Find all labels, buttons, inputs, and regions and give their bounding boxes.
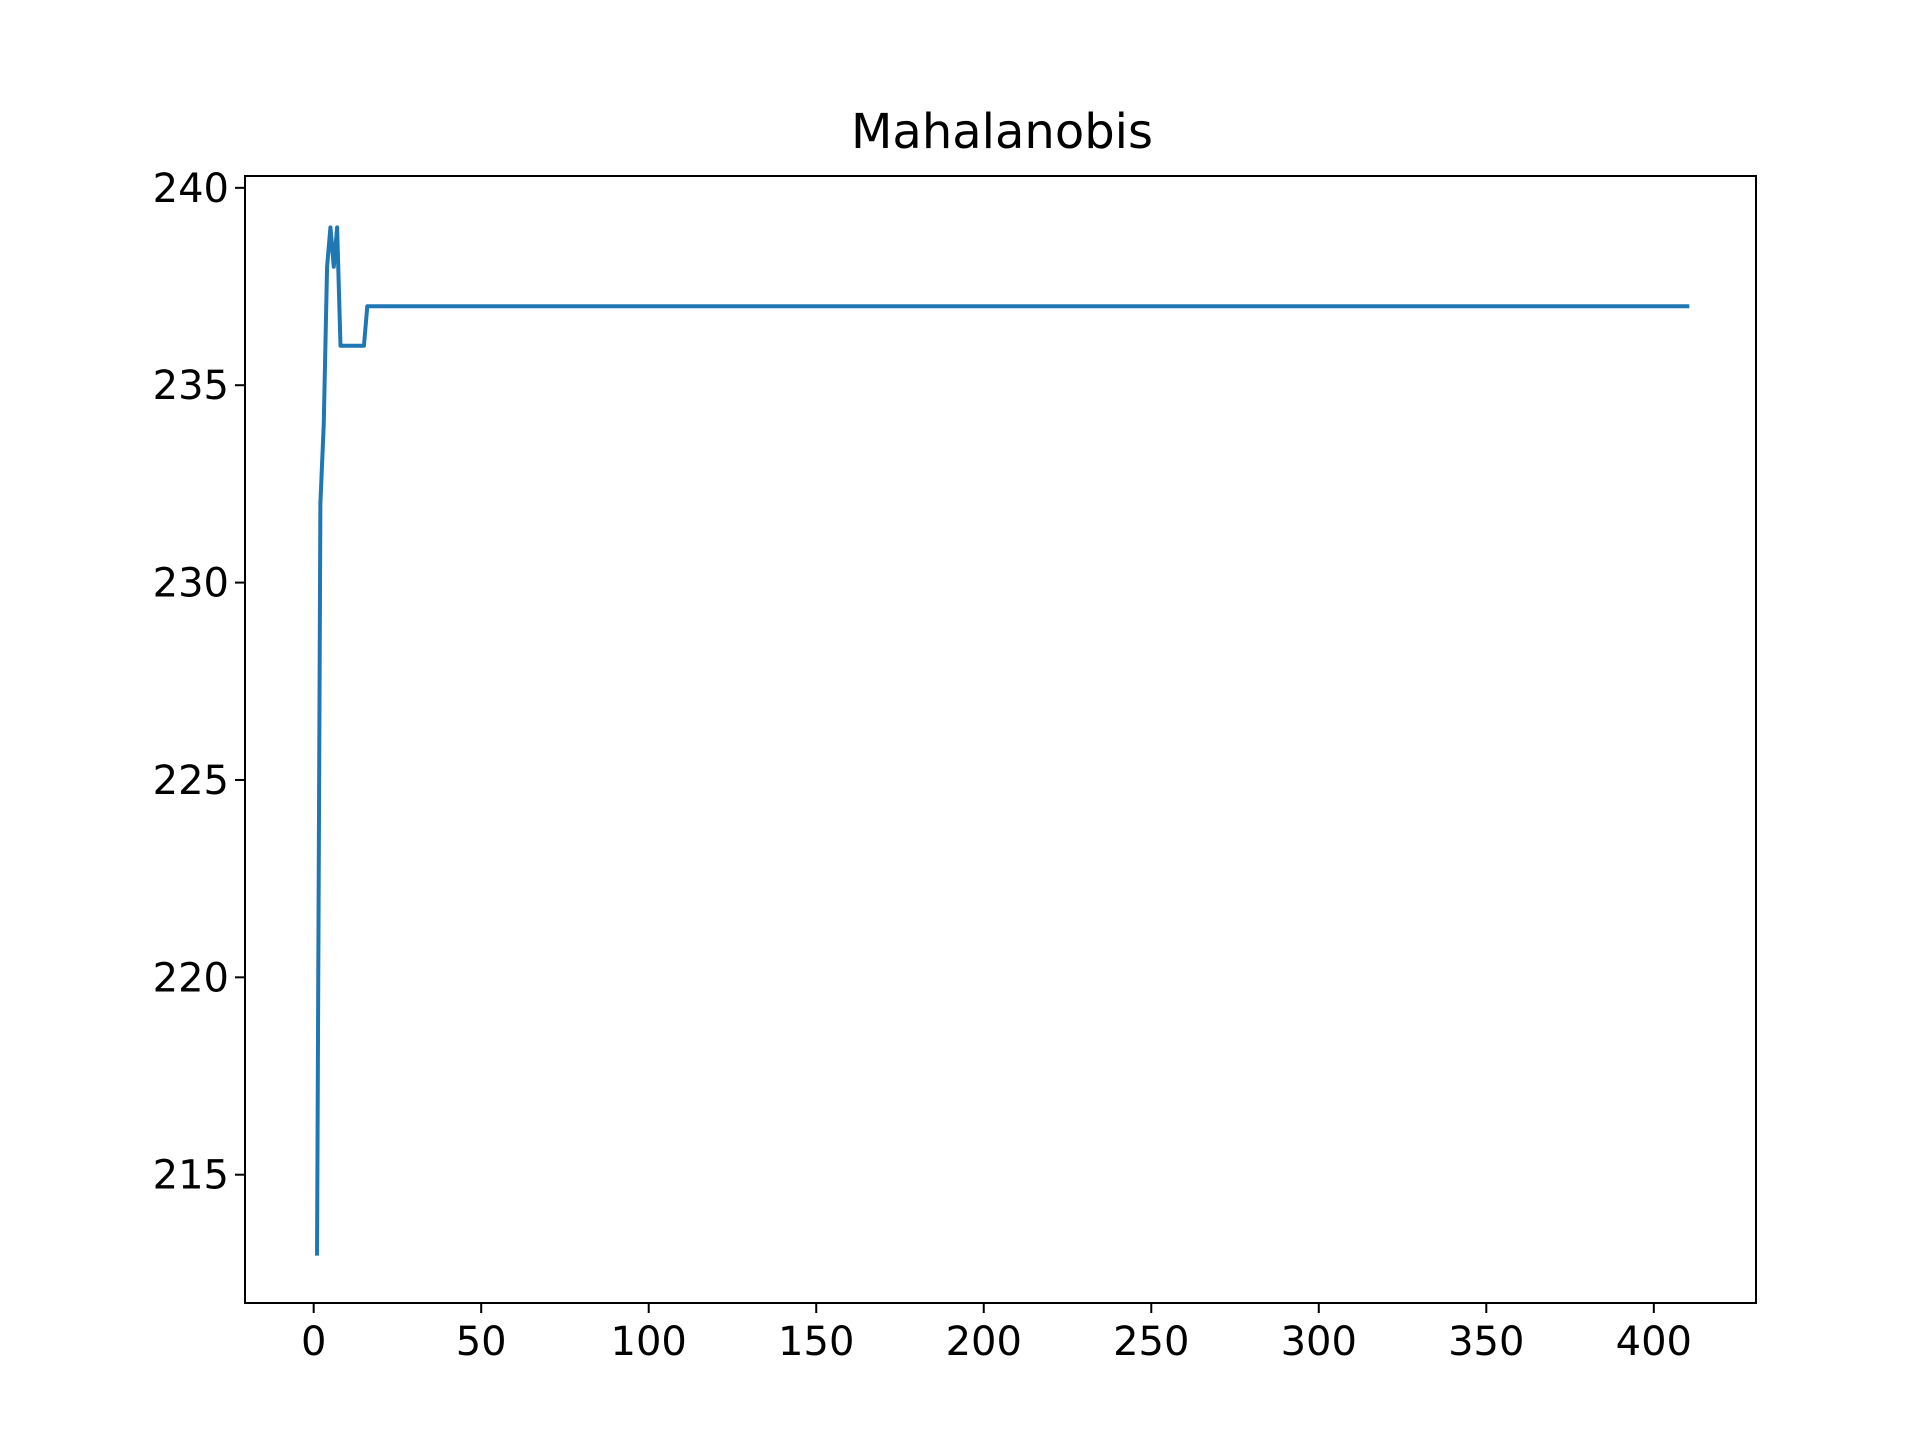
x-tick-label: 200 [946, 1319, 1022, 1365]
y-tick-label: 240 [153, 166, 229, 212]
chart-title: Mahalanobis [851, 104, 1153, 160]
x-tick-label: 100 [611, 1319, 687, 1365]
y-tick-label: 215 [153, 1153, 229, 1199]
x-tick-label: 400 [1616, 1319, 1692, 1365]
series-layer [315, 225, 1690, 1256]
y-tick-label: 225 [153, 758, 229, 804]
x-tick-label: 300 [1281, 1319, 1357, 1365]
y-axis: 215 220 225 230 235 240 [153, 166, 245, 1199]
x-axis: 0 50 100 150 200 250 300 350 400 [301, 1303, 1692, 1365]
x-tick-label: 250 [1113, 1319, 1189, 1365]
x-tick-label: 150 [778, 1319, 854, 1365]
y-tick-label: 235 [153, 363, 229, 409]
y-tick-label: 220 [153, 955, 229, 1001]
plot-area [245, 176, 1756, 1303]
x-tick-label: 350 [1448, 1319, 1524, 1365]
y-tick-label: 230 [153, 561, 229, 607]
series-line [315, 225, 1690, 1256]
x-tick-label: 0 [301, 1319, 326, 1365]
plot-frame [244, 175, 1757, 1304]
x-tick-label: 50 [456, 1319, 507, 1365]
